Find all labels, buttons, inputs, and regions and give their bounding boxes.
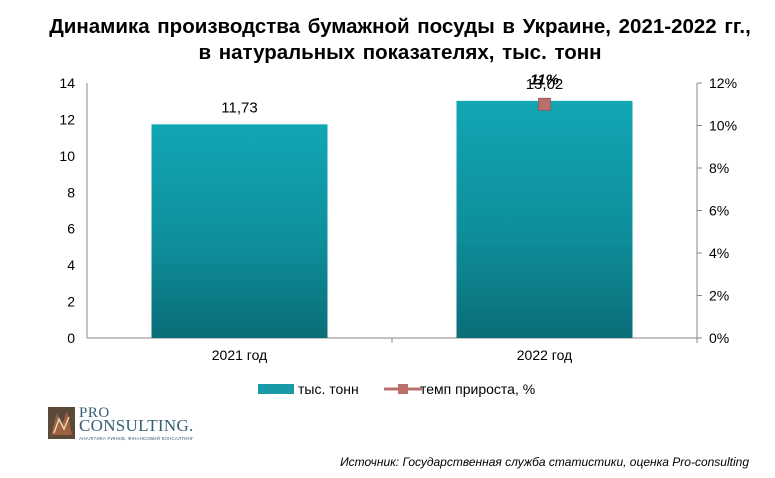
growth-marker <box>538 97 551 111</box>
y-left-tick-label: 4 <box>67 257 75 273</box>
y-left-tick-label: 6 <box>67 221 75 237</box>
source-note: Источник: Государственная служба статист… <box>340 455 749 469</box>
growth-data-label: 11% <box>530 71 559 88</box>
bar <box>456 100 633 338</box>
chart-title: Динамика производства бумажной посуды в … <box>49 15 751 64</box>
y-right-tick-label: 8% <box>709 160 729 176</box>
y-right-tick-label: 0% <box>709 330 729 346</box>
y-right-tick-label: 10% <box>709 118 737 134</box>
y-left-tick-label: 14 <box>59 75 75 91</box>
legend-label-growth: темп прироста, % <box>420 381 535 397</box>
y-left-tick-label: 12 <box>59 111 75 127</box>
bar-data-label: 13,02 <box>526 76 564 93</box>
legend-swatch-bars <box>258 384 294 394</box>
logo-mark-icon <box>48 407 75 439</box>
logo-text-consulting: CONSULTING. <box>79 416 194 435</box>
y-right-tick-label: 4% <box>709 245 729 261</box>
y-left-tick-label: 2 <box>67 294 75 310</box>
y-right-tick-label: 6% <box>709 203 729 219</box>
bar-data-label: 11,73 <box>221 99 257 116</box>
logo-tagline: АНАЛІТИКА РИНКІВ, ФІНАНСОВИЙ КОНСАЛТИНГ <box>79 436 194 441</box>
y-right-tick-label: 2% <box>709 288 729 304</box>
x-tick-label: 2022 год <box>517 347 572 363</box>
y-left-tick-label: 0 <box>67 330 75 346</box>
bar <box>151 124 328 338</box>
y-left-tick-label: 10 <box>59 148 75 164</box>
legend-swatch-growth <box>398 384 408 394</box>
y-left-tick-label: 8 <box>67 184 75 200</box>
legend-label-bars: тыс. тонн <box>298 381 359 397</box>
x-tick-label: 2021 год <box>212 347 267 363</box>
y-right-tick-label: 12% <box>709 75 737 91</box>
logo-text-pro: PRO <box>79 405 110 421</box>
pro-consulting-logo: PRO CONSULTING. АНАЛІТИКА РИНКІВ, ФІНАНС… <box>48 405 198 445</box>
